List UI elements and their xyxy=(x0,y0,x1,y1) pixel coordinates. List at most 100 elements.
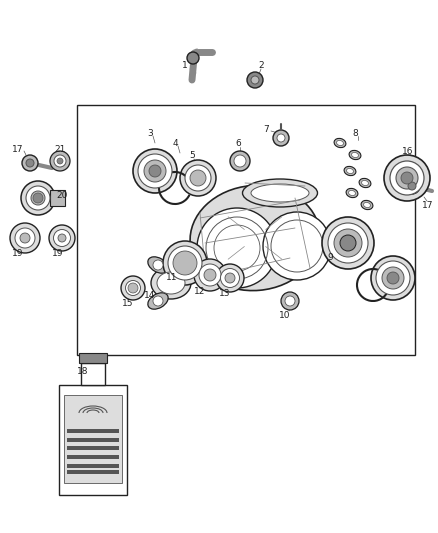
Text: 15: 15 xyxy=(122,298,134,308)
Ellipse shape xyxy=(328,223,368,263)
Text: 13: 13 xyxy=(219,288,231,297)
Ellipse shape xyxy=(216,264,244,292)
Ellipse shape xyxy=(376,261,410,295)
Bar xyxy=(67,470,119,474)
Text: 18: 18 xyxy=(77,367,89,376)
Ellipse shape xyxy=(361,200,373,209)
Circle shape xyxy=(50,151,70,171)
Text: 4: 4 xyxy=(172,139,178,148)
Text: 17: 17 xyxy=(422,200,434,209)
Ellipse shape xyxy=(349,190,356,196)
Bar xyxy=(67,429,119,433)
Ellipse shape xyxy=(396,167,418,189)
Ellipse shape xyxy=(58,234,66,242)
Ellipse shape xyxy=(149,165,161,177)
Circle shape xyxy=(285,296,295,306)
Circle shape xyxy=(187,52,199,64)
Ellipse shape xyxy=(168,246,202,280)
Text: 11: 11 xyxy=(166,273,178,282)
Text: 3: 3 xyxy=(147,128,153,138)
Bar xyxy=(81,363,105,385)
Circle shape xyxy=(234,155,246,167)
Text: 17: 17 xyxy=(12,144,24,154)
Text: 19: 19 xyxy=(52,248,64,257)
Circle shape xyxy=(57,158,63,164)
Ellipse shape xyxy=(382,267,404,289)
Ellipse shape xyxy=(322,217,374,269)
Ellipse shape xyxy=(204,269,216,281)
Text: 1: 1 xyxy=(182,61,188,69)
Ellipse shape xyxy=(190,170,206,186)
Ellipse shape xyxy=(361,181,368,185)
Ellipse shape xyxy=(163,241,207,285)
Text: 6: 6 xyxy=(235,139,241,148)
Ellipse shape xyxy=(148,293,168,309)
Ellipse shape xyxy=(185,165,211,191)
Ellipse shape xyxy=(346,168,353,174)
Ellipse shape xyxy=(334,139,346,148)
Ellipse shape xyxy=(225,273,235,283)
Ellipse shape xyxy=(220,269,240,287)
Bar xyxy=(67,438,119,442)
Text: 20: 20 xyxy=(57,190,68,199)
Bar xyxy=(50,190,65,206)
Ellipse shape xyxy=(151,267,191,299)
Ellipse shape xyxy=(384,155,430,201)
Ellipse shape xyxy=(20,233,30,243)
Circle shape xyxy=(273,130,289,146)
Ellipse shape xyxy=(49,225,75,251)
Bar xyxy=(64,395,122,483)
Text: 16: 16 xyxy=(402,147,414,156)
Ellipse shape xyxy=(31,191,45,205)
Ellipse shape xyxy=(243,179,318,207)
Text: 8: 8 xyxy=(352,128,358,138)
Bar xyxy=(67,464,119,468)
Circle shape xyxy=(22,155,38,171)
Ellipse shape xyxy=(336,140,343,146)
Circle shape xyxy=(54,155,66,167)
Circle shape xyxy=(277,134,285,142)
Ellipse shape xyxy=(364,203,371,207)
Ellipse shape xyxy=(387,272,399,284)
Text: 7: 7 xyxy=(263,125,269,133)
Ellipse shape xyxy=(263,212,331,280)
Ellipse shape xyxy=(10,223,40,253)
Text: 12: 12 xyxy=(194,287,206,295)
Text: 9: 9 xyxy=(327,254,333,262)
Ellipse shape xyxy=(173,251,197,275)
Ellipse shape xyxy=(349,150,361,159)
Ellipse shape xyxy=(197,208,277,288)
Text: 21: 21 xyxy=(54,146,66,155)
Text: 10: 10 xyxy=(279,311,291,319)
Text: 2: 2 xyxy=(258,61,264,69)
Ellipse shape xyxy=(194,259,226,291)
Ellipse shape xyxy=(53,230,71,246)
Ellipse shape xyxy=(21,181,55,215)
Text: 5: 5 xyxy=(189,150,195,159)
Bar xyxy=(77,105,415,355)
Ellipse shape xyxy=(344,166,356,175)
Ellipse shape xyxy=(180,160,216,196)
Text: 14: 14 xyxy=(144,292,155,301)
Ellipse shape xyxy=(157,272,185,294)
Ellipse shape xyxy=(346,188,358,198)
Ellipse shape xyxy=(334,229,362,257)
Circle shape xyxy=(251,76,259,84)
Ellipse shape xyxy=(148,257,168,273)
Circle shape xyxy=(153,296,163,306)
Circle shape xyxy=(408,182,416,190)
Ellipse shape xyxy=(371,256,415,300)
Ellipse shape xyxy=(26,186,50,210)
Circle shape xyxy=(33,193,43,203)
Ellipse shape xyxy=(121,276,145,300)
Ellipse shape xyxy=(199,264,221,286)
Bar xyxy=(67,455,119,459)
Ellipse shape xyxy=(138,154,172,188)
Circle shape xyxy=(281,292,299,310)
Bar xyxy=(67,447,119,450)
Ellipse shape xyxy=(15,228,35,248)
Text: 19: 19 xyxy=(12,248,24,257)
Ellipse shape xyxy=(401,172,413,184)
Ellipse shape xyxy=(390,161,424,195)
Circle shape xyxy=(230,151,250,171)
